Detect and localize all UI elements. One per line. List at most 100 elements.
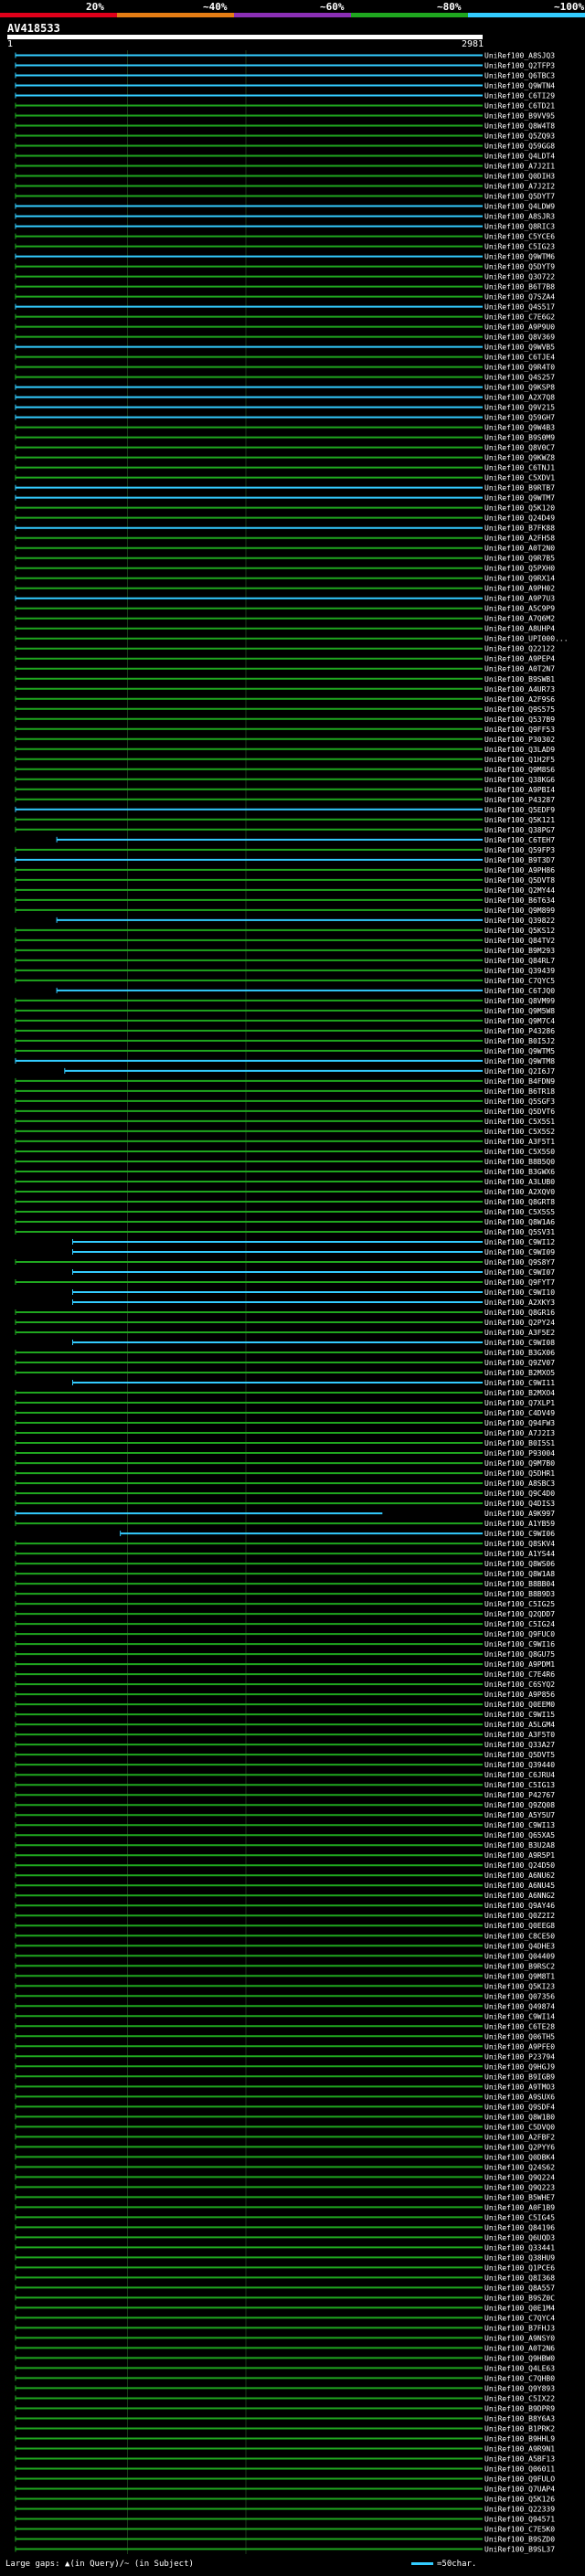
- hit-label: UniRef100_C6TJE4: [484, 354, 555, 362]
- hit-label: UniRef100_B3GX06: [484, 1349, 555, 1357]
- hit-label: UniRef100_Q4LDW9: [484, 203, 555, 211]
- hit-label: UniRef100_A7J2I2: [484, 183, 555, 191]
- hit-row: UniRef100_A9PDM1: [15, 1660, 555, 1669]
- hit-row: UniRef100_Q4S517: [15, 303, 555, 312]
- hit-label: UniRef100_Q3LAD9: [484, 746, 555, 754]
- hit-label: UniRef100_A3F5T1: [484, 1138, 555, 1146]
- hit-row: UniRef100_Q2I6J7: [64, 1067, 555, 1076]
- hit-label: UniRef100_B8Y6A3: [484, 2414, 555, 2422]
- hit-row: UniRef100_Q5DVT6: [15, 1108, 555, 1116]
- hit-label: UniRef100_Q9M7B0: [484, 1459, 555, 1468]
- hit-label: UniRef100_C9WI07: [484, 1268, 555, 1277]
- hit-row: UniRef100_A5C9P9: [15, 605, 555, 613]
- hit-row: UniRef100_A3F5T0: [15, 1731, 555, 1739]
- hit-row: UniRef100_Q59GH7: [15, 414, 555, 422]
- hit-row: UniRef100_Q5KI23: [15, 1982, 555, 1990]
- hit-label: UniRef100_P23794: [484, 2052, 555, 2061]
- hit-row: UniRef100_Q5SGF3: [15, 1097, 555, 1106]
- hit-row: UniRef100_A2XKY3: [72, 1299, 555, 1307]
- hit-label: UniRef100_Q5K120: [484, 504, 555, 513]
- hit-row: UniRef100_Q2QDD7: [15, 1610, 555, 1618]
- hit-row: UniRef100_Q84196: [15, 2223, 555, 2231]
- hit-row: UniRef100_Q0DIH3: [15, 173, 555, 181]
- hit-label: UniRef100_B9S0M9: [484, 434, 555, 442]
- hit-row: UniRef100_A5BF13: [15, 2454, 555, 2463]
- hit-row: UniRef100_Q9R4T0: [15, 364, 555, 372]
- hit-label: UniRef100_B9VV95: [484, 112, 555, 121]
- hit-label: UniRef100_Q9WTM6: [484, 253, 555, 261]
- hit-label: UniRef100_C5X5S1: [484, 1118, 555, 1126]
- hit-label: UniRef100_Q8VM99: [484, 997, 555, 1005]
- hit-label: UniRef100_P30302: [484, 736, 555, 744]
- hit-label: UniRef100_Q0E1M4: [484, 2304, 555, 2312]
- hit-label: UniRef100_A8UHP4: [484, 625, 555, 633]
- scale-swatch: [411, 2562, 433, 2565]
- hit-row: UniRef100_C9WI11: [72, 1379, 555, 1387]
- hit-label: UniRef100_Q9KWZ8: [484, 454, 555, 462]
- hit-label: UniRef100_B9RTB7: [484, 484, 555, 493]
- hit-row: UniRef100_A9P9U0: [15, 323, 555, 332]
- hit-row: UniRef100_C5IX22: [15, 2394, 555, 2402]
- hit-row: UniRef100_A2FH58: [15, 535, 555, 543]
- legend-color-3: [234, 13, 351, 17]
- hit-label: UniRef100_Q9FYT7: [484, 1278, 555, 1287]
- hit-row: UniRef100_Q38KG6: [15, 776, 555, 784]
- hit-label: UniRef100_C6TD21: [484, 102, 555, 111]
- hit-label: UniRef100_Q5DVT8: [484, 876, 555, 885]
- query-ruler: [7, 35, 483, 39]
- hit-label: UniRef100_Q94FW3: [484, 1419, 555, 1427]
- hit-label: UniRef100_A5C9P9: [484, 605, 555, 613]
- hit-label: UniRef100_Q59FP3: [484, 846, 555, 854]
- hit-label: UniRef100_Q9Q224: [484, 2173, 555, 2181]
- hit-row: UniRef100_P43286: [15, 1027, 555, 1035]
- hit-row: UniRef100_A7J2I1: [15, 163, 555, 171]
- hit-label: UniRef100_A6NNG2: [484, 1892, 555, 1900]
- hit-label: UniRef100_Q06TH5: [484, 2032, 555, 2041]
- hit-row: UniRef100_A9R5P1: [15, 1851, 555, 1860]
- hit-row: UniRef100_B7FHJ3: [15, 2324, 555, 2332]
- hit-label: UniRef100_Q9S8Y7: [484, 1258, 555, 1267]
- hit-row: UniRef100_Q9M8S6: [15, 766, 555, 774]
- hit-label: UniRef100_C9WI16: [484, 1640, 555, 1648]
- hit-label: UniRef100_B9SWB1: [484, 675, 555, 684]
- hit-label: UniRef100_C7QHB0: [484, 2374, 555, 2382]
- hit-label: UniRef100_C9WI06: [484, 1530, 555, 1538]
- hit-label: UniRef100_C9WI12: [484, 1238, 555, 1246]
- hit-row: UniRef100_C9WI13: [15, 1821, 555, 1829]
- hit-label: UniRef100_C5IG23: [484, 243, 555, 251]
- hit-label: UniRef100_Q5PXH0: [484, 565, 555, 573]
- hit-row: UniRef100_C7E5K0: [15, 2525, 555, 2533]
- hit-row: UniRef100_Q9WTN4: [15, 82, 555, 90]
- hit-label: UniRef100_Q9M899: [484, 906, 555, 915]
- hit-label: UniRef100_C9WI11: [484, 1379, 555, 1387]
- hit-row: UniRef100_Q4LDT4: [15, 153, 555, 161]
- hit-label: UniRef100_A9PBI4: [484, 786, 555, 794]
- hit-row: UniRef100_B9T3D7: [15, 856, 555, 864]
- hit-row: UniRef100_A6NNG2: [15, 1892, 555, 1900]
- hit-row: UniRef100_Q8GR16: [15, 1309, 555, 1317]
- legend-color-2: [117, 13, 234, 17]
- footer-scale-legend: =50char.: [411, 2560, 476, 2569]
- hit-label: UniRef100_A3LUB0: [484, 1178, 555, 1186]
- hit-label: UniRef100_B9IGB9: [484, 2072, 555, 2081]
- hit-row: UniRef100_A8SJR3: [15, 213, 555, 221]
- hit-row: UniRef100_A1YS44: [15, 1550, 555, 1558]
- hit-row: UniRef100_A8UHP4: [15, 625, 555, 633]
- hit-label: UniRef100_A7J2I1: [484, 163, 555, 171]
- hit-label: UniRef100_Q8W4T8: [484, 122, 555, 131]
- hit-row: UniRef100_Q39822: [56, 917, 555, 925]
- hit-label: UniRef100_A1YS44: [484, 1550, 555, 1558]
- hit-label: UniRef100_C6TEH7: [484, 836, 555, 844]
- hit-row: UniRef100_Q9FF53: [15, 726, 555, 734]
- hit-label: UniRef100_A2XQV0: [484, 1188, 555, 1196]
- hit-label: UniRef100_Q22122: [484, 645, 555, 653]
- hit-label: UniRef100_Q9C4D0: [484, 1489, 555, 1498]
- hit-label: UniRef100_A0F1B9: [484, 2203, 555, 2211]
- hit-label: UniRef100_Q4DIS3: [484, 1500, 555, 1508]
- hit-label: UniRef100_A5LGM4: [484, 1721, 555, 1729]
- hit-row: UniRef100_C5IG23: [15, 243, 555, 251]
- hit-row: UniRef100_A7Q6M2: [15, 615, 555, 623]
- hit-row: UniRef100_Q9Q224: [15, 2173, 555, 2181]
- hit-row: UniRef100_Q9FULO: [15, 2475, 555, 2483]
